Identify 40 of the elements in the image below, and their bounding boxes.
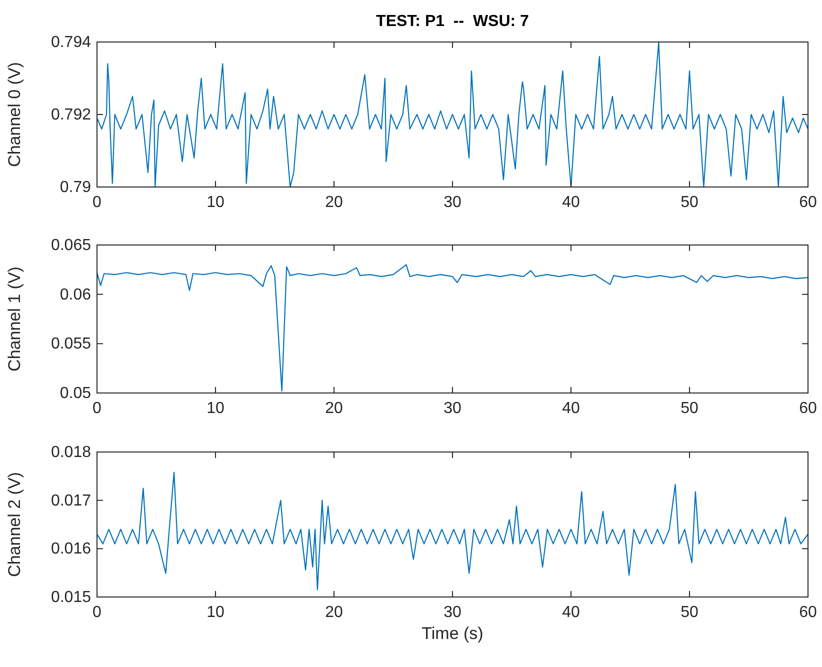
y-tick-label: 0.792: [50, 106, 92, 124]
y-tick-label: 0.79: [60, 179, 92, 196]
y-tick-label: 0.055: [50, 336, 92, 353]
x-tick-label: 20: [325, 400, 343, 417]
x-tick-label: 40: [562, 604, 580, 621]
y-tick-label: 0.018: [50, 444, 92, 461]
line-series: [96, 472, 809, 590]
x-tick-label: 0: [92, 604, 102, 621]
line-series: [96, 264, 809, 392]
y-tick-label: 0.017: [50, 492, 92, 510]
x-tick-label: 60: [799, 400, 817, 417]
x-tick-label: 20: [325, 194, 343, 211]
x-tick-label: 60: [799, 194, 817, 211]
y-tick-label: 0.06: [60, 286, 92, 304]
x-tick-label: 50: [680, 194, 698, 211]
y-tick-label: 0.016: [50, 540, 92, 558]
x-tick-label: 30: [444, 400, 462, 417]
x-tick-label: 40: [562, 400, 580, 417]
x-tick-label: 10: [206, 400, 224, 417]
x-tick-label: 30: [444, 604, 462, 621]
x-axis-title: Time (s): [422, 624, 484, 643]
y-axis-title: Channel 0 (V): [5, 62, 24, 167]
y-tick-label: 0.794: [50, 34, 92, 51]
y-axis-title: Channel 1 (V): [5, 266, 24, 372]
x-tick-label: 50: [680, 604, 698, 621]
chart-title: TEST: P1 -- WSU: 7: [376, 13, 530, 30]
x-tick-label: 40: [562, 194, 580, 211]
x-tick-label: 0: [92, 400, 102, 417]
y-axis-title: Channel 2 (V): [5, 472, 24, 577]
x-tick-label: 20: [325, 604, 343, 621]
x-tick-label: 10: [206, 194, 224, 211]
y-tick-label: 0.065: [50, 237, 92, 254]
x-tick-label: 0: [92, 194, 102, 211]
x-tick-label: 30: [444, 194, 462, 211]
x-tick-label: 50: [680, 400, 698, 417]
x-tick-label: 60: [799, 604, 817, 621]
y-tick-label: 0.015: [50, 589, 92, 606]
x-tick-label: 10: [206, 604, 224, 621]
line-series: [96, 41, 809, 188]
y-tick-label: 0.05: [60, 385, 92, 402]
